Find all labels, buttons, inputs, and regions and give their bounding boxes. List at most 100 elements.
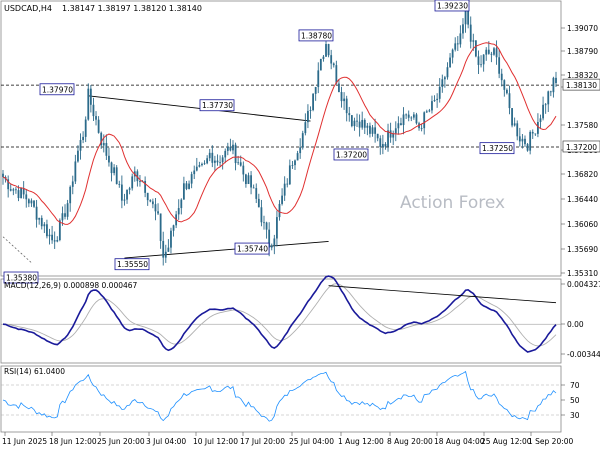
candle-body bbox=[48, 234, 51, 237]
candle-body bbox=[77, 150, 79, 162]
candle-body bbox=[89, 88, 92, 105]
price-panel-frame bbox=[0, 0, 562, 277]
candle-body bbox=[459, 33, 462, 45]
candle-body bbox=[276, 217, 278, 239]
candle-body bbox=[27, 199, 30, 204]
time-tick-label: 17 Jul 20:00 bbox=[240, 437, 285, 446]
candle-body bbox=[198, 165, 201, 167]
callout-box bbox=[199, 99, 235, 112]
candle-body bbox=[9, 189, 12, 191]
candle-body bbox=[340, 92, 343, 102]
candle-body bbox=[534, 133, 537, 135]
time-tick-label: 8 Aug 20:00 bbox=[387, 437, 433, 446]
time-tick-label: 11 Jun 2025 bbox=[2, 437, 47, 446]
candle-body bbox=[431, 101, 433, 111]
candle-body bbox=[325, 44, 327, 57]
candle-body bbox=[22, 187, 25, 195]
candle-body bbox=[159, 213, 162, 241]
current-price-label: 1.38130 bbox=[566, 81, 597, 90]
candle-body bbox=[508, 93, 511, 109]
candle-body bbox=[206, 158, 209, 164]
candle-body bbox=[524, 138, 526, 145]
candle-body bbox=[102, 142, 105, 146]
candle-body bbox=[397, 123, 400, 129]
macd-line bbox=[2, 275, 557, 353]
candle-body bbox=[485, 49, 488, 55]
candle-body bbox=[74, 161, 77, 182]
candle-body bbox=[260, 207, 263, 223]
candle-body bbox=[237, 162, 240, 164]
candle-body bbox=[281, 195, 283, 204]
candle-body bbox=[139, 181, 141, 183]
candle-body bbox=[480, 64, 482, 66]
price-tick-label: 1.38790 bbox=[567, 47, 598, 56]
callout-box bbox=[234, 242, 270, 255]
candle-body bbox=[17, 190, 20, 199]
candle-body bbox=[477, 56, 480, 65]
candle-body bbox=[245, 174, 247, 185]
rsi-axis: 70 50 30 bbox=[561, 381, 580, 420]
trendlines bbox=[2, 95, 329, 263]
candle-body bbox=[314, 87, 317, 94]
candle-body bbox=[387, 130, 389, 147]
candle-body bbox=[120, 184, 123, 201]
candle-body bbox=[146, 192, 149, 201]
candle-body bbox=[348, 113, 351, 116]
candle-body bbox=[405, 114, 408, 116]
candle-body bbox=[193, 170, 196, 175]
price-marker-box bbox=[562, 140, 600, 153]
price-tick-label: 1.35310 bbox=[567, 269, 598, 278]
price-tick-label: 1.36060 bbox=[567, 220, 598, 229]
candle-body bbox=[379, 138, 382, 148]
candle-body bbox=[521, 138, 524, 142]
candle-body bbox=[286, 183, 289, 185]
candle-body bbox=[392, 133, 395, 138]
candle-body bbox=[25, 194, 28, 200]
callout-box bbox=[333, 148, 369, 161]
candle-body bbox=[332, 63, 335, 66]
candle-body bbox=[229, 146, 232, 151]
candle-body bbox=[456, 43, 459, 45]
moving-average bbox=[2, 42, 557, 225]
candles bbox=[2, 0, 557, 266]
candle-body bbox=[105, 142, 108, 156]
macd-tick-label: 0.004327 bbox=[567, 280, 600, 289]
time-tick-label: 18 Jun 12:00 bbox=[49, 437, 97, 446]
candle-body bbox=[234, 144, 237, 164]
candle-body bbox=[423, 112, 426, 129]
candle-body bbox=[144, 180, 147, 193]
candle-body bbox=[128, 188, 131, 190]
candle-body bbox=[307, 110, 309, 123]
candle-body bbox=[185, 183, 188, 189]
candle-body bbox=[469, 24, 472, 42]
ohlc-header: 1.38147 1.38197 1.38120 1.38140 bbox=[62, 4, 202, 13]
candle-body bbox=[113, 167, 116, 174]
macd-tick-label: 0.00 bbox=[567, 320, 584, 329]
candle-body bbox=[2, 173, 4, 178]
candle-body bbox=[226, 146, 229, 151]
dashed-trendline bbox=[2, 236, 32, 263]
time-tick-label: 25 Aug 12:00 bbox=[481, 437, 532, 446]
macd-signal-line bbox=[3, 283, 557, 347]
candle-body bbox=[149, 200, 152, 202]
candle-body bbox=[436, 98, 439, 101]
candle-body bbox=[407, 114, 410, 118]
candle-body bbox=[219, 162, 221, 164]
price-tick-label: 1.39070 bbox=[567, 24, 598, 33]
candle-body bbox=[366, 125, 369, 128]
callout-label: 1.37200 bbox=[336, 150, 367, 159]
candle-body bbox=[487, 49, 490, 54]
callout-box bbox=[434, 0, 470, 12]
candle-body bbox=[97, 119, 100, 133]
candle-body bbox=[490, 53, 493, 55]
rsi-line bbox=[2, 370, 557, 422]
candle-body bbox=[167, 247, 170, 252]
candle-body bbox=[79, 140, 82, 151]
candle-body bbox=[43, 224, 46, 227]
candle-body bbox=[516, 123, 519, 137]
candle-body bbox=[412, 114, 415, 118]
candle-body bbox=[84, 119, 87, 137]
candle-body bbox=[539, 118, 542, 123]
candle-body bbox=[265, 222, 268, 230]
candle-body bbox=[330, 55, 333, 64]
